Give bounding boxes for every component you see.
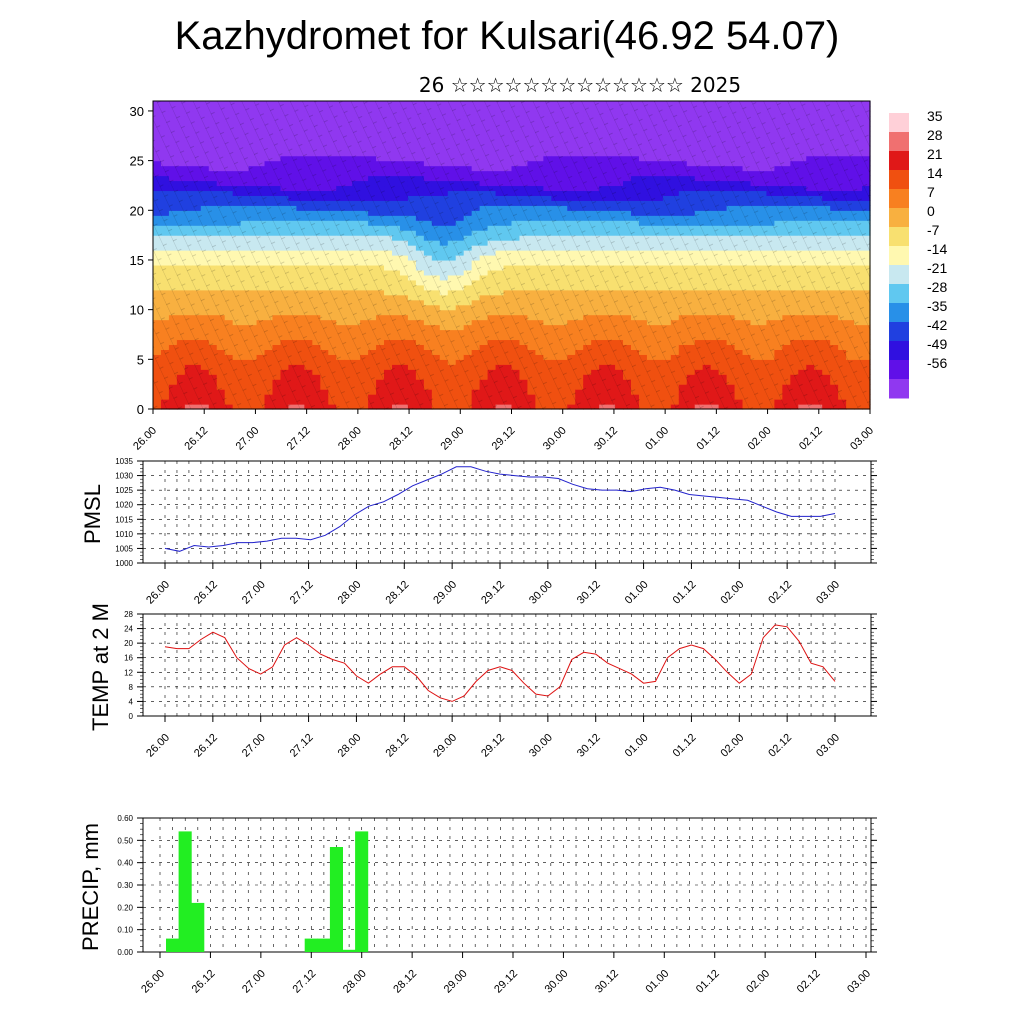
chart-title: Kazhydromet for Kulsari(46.92 54.07) xyxy=(174,14,840,58)
chart-subtitle: 26 ☆☆☆☆☆☆☆☆☆☆☆☆☆ 2025 xyxy=(418,73,742,97)
